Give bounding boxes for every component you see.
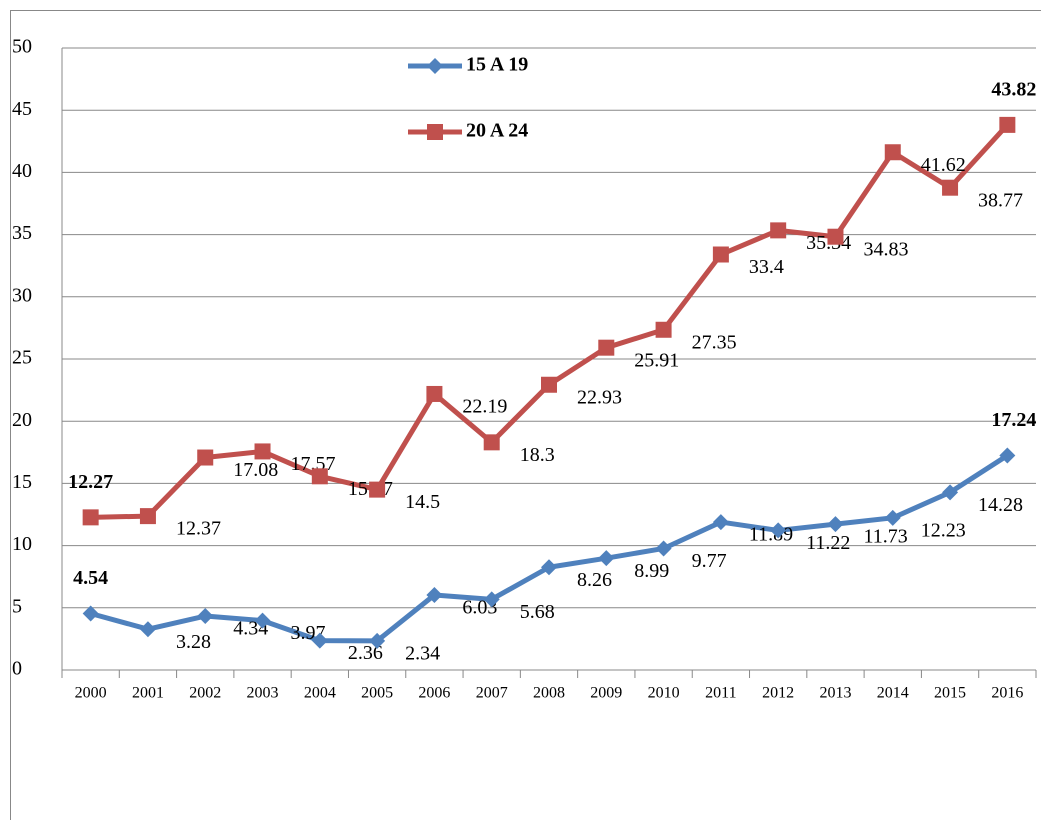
marker bbox=[311, 468, 328, 485]
y-tick-label: 50 bbox=[12, 36, 32, 58]
y-tick-label: 35 bbox=[12, 222, 32, 244]
y-tick-label: 45 bbox=[12, 98, 32, 120]
marker bbox=[426, 586, 443, 603]
marker bbox=[139, 621, 156, 638]
marker bbox=[427, 124, 443, 140]
data-label: 17.24 bbox=[991, 409, 1036, 431]
marker bbox=[999, 116, 1016, 133]
marker bbox=[884, 144, 901, 161]
marker bbox=[827, 516, 844, 533]
chart-frame bbox=[10, 10, 1041, 820]
x-tick-label: 2006 bbox=[418, 685, 450, 702]
x-tick-label: 2007 bbox=[476, 685, 508, 702]
marker bbox=[598, 339, 615, 356]
data-label: 12.23 bbox=[921, 519, 966, 541]
x-tick-label: 2012 bbox=[762, 685, 794, 702]
data-label: 18.3 bbox=[520, 444, 555, 466]
x-tick-label: 2011 bbox=[705, 685, 736, 702]
marker bbox=[999, 447, 1016, 464]
marker bbox=[483, 434, 500, 451]
marker bbox=[827, 228, 844, 245]
marker bbox=[770, 222, 787, 239]
data-label: 11.22 bbox=[806, 532, 850, 554]
x-tick-label: 2000 bbox=[75, 685, 107, 702]
x-tick-label: 2014 bbox=[877, 685, 909, 702]
data-label: 11.89 bbox=[749, 524, 793, 546]
marker bbox=[541, 376, 557, 393]
x-tick-label: 2001 bbox=[132, 685, 164, 702]
data-label: 43.82 bbox=[991, 78, 1036, 100]
data-label: 22.19 bbox=[462, 396, 507, 418]
y-tick-label: 5 bbox=[12, 595, 22, 617]
data-label: 2.36 bbox=[348, 642, 383, 664]
data-label: 12.27 bbox=[68, 471, 113, 493]
marker bbox=[82, 509, 99, 526]
marker bbox=[311, 632, 328, 649]
data-label: 34.83 bbox=[863, 238, 908, 260]
marker bbox=[942, 179, 959, 196]
marker bbox=[541, 559, 557, 576]
y-tick-label: 0 bbox=[12, 658, 22, 680]
data-label: 4.54 bbox=[73, 567, 108, 589]
x-tick-label: 2015 bbox=[934, 685, 966, 702]
x-tick-label: 2016 bbox=[991, 685, 1023, 702]
marker bbox=[254, 612, 271, 629]
y-tick-label: 30 bbox=[12, 284, 32, 306]
x-tick-label: 2003 bbox=[247, 685, 279, 702]
data-label: 22.93 bbox=[577, 386, 622, 408]
marker bbox=[254, 443, 271, 460]
marker bbox=[712, 246, 729, 263]
y-tick-label: 40 bbox=[12, 160, 32, 182]
x-tick-label: 2004 bbox=[304, 685, 336, 702]
marker bbox=[884, 509, 901, 526]
x-tick-label: 2008 bbox=[533, 685, 565, 702]
data-label: 9.77 bbox=[692, 550, 727, 572]
data-label: 41.62 bbox=[921, 154, 966, 176]
legend-label: 20 A 24 bbox=[466, 120, 528, 142]
y-tick-label: 20 bbox=[12, 409, 32, 431]
marker bbox=[712, 514, 729, 531]
marker bbox=[82, 605, 99, 622]
data-label: 33.4 bbox=[749, 256, 784, 278]
data-label: 8.26 bbox=[577, 569, 612, 591]
data-label: 3.28 bbox=[176, 631, 211, 653]
y-tick-label: 25 bbox=[12, 347, 32, 369]
x-tick-label: 2005 bbox=[361, 685, 393, 702]
data-label: 12.37 bbox=[176, 518, 221, 540]
y-tick-label: 10 bbox=[12, 533, 32, 555]
x-tick-label: 2010 bbox=[648, 685, 680, 702]
data-label: 11.73 bbox=[863, 526, 907, 548]
marker bbox=[426, 385, 443, 402]
marker bbox=[197, 608, 214, 625]
data-label: 5.68 bbox=[520, 601, 555, 623]
marker bbox=[197, 449, 214, 466]
data-label: 27.35 bbox=[692, 331, 737, 353]
marker bbox=[427, 58, 443, 74]
marker bbox=[770, 522, 787, 539]
legend-label: 15 A 19 bbox=[466, 54, 528, 76]
data-label: 14.28 bbox=[978, 494, 1023, 516]
marker bbox=[598, 550, 615, 567]
x-tick-label: 2002 bbox=[189, 685, 221, 702]
marker bbox=[655, 321, 672, 338]
marker bbox=[369, 632, 386, 649]
x-tick-label: 2009 bbox=[590, 685, 622, 702]
data-label: 17.08 bbox=[233, 459, 278, 481]
marker bbox=[139, 508, 156, 525]
marker bbox=[483, 591, 500, 608]
marker bbox=[655, 540, 672, 557]
data-label: 25.91 bbox=[634, 349, 679, 371]
data-label: 8.99 bbox=[634, 560, 669, 582]
data-label: 2.34 bbox=[405, 642, 440, 664]
marker bbox=[369, 481, 386, 498]
marker bbox=[942, 484, 959, 501]
y-tick-label: 15 bbox=[12, 471, 32, 493]
data-label: 14.5 bbox=[405, 491, 440, 513]
x-tick-label: 2013 bbox=[819, 685, 851, 702]
data-label: 38.77 bbox=[978, 189, 1023, 211]
